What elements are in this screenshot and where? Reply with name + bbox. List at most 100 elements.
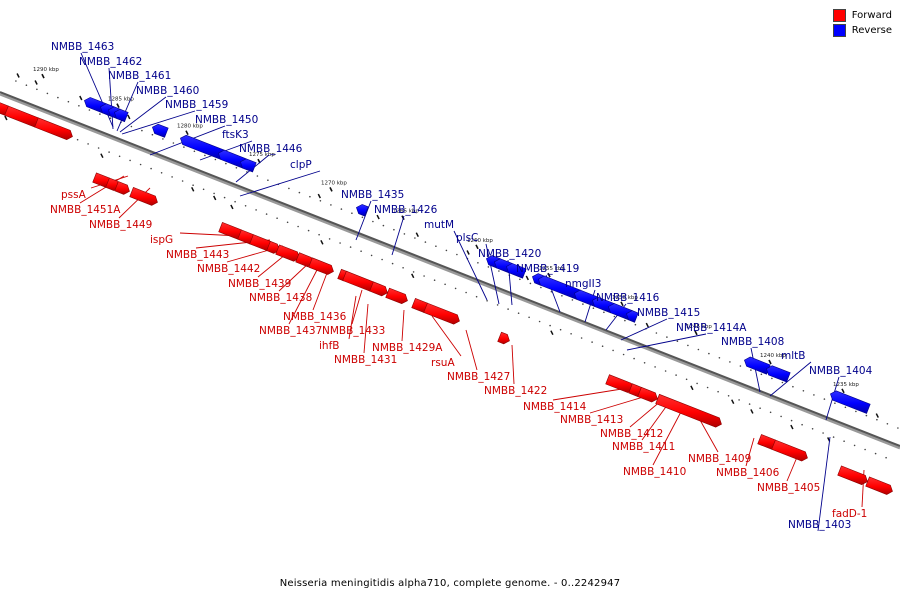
forward-swatch xyxy=(832,9,846,22)
track-dot xyxy=(202,188,205,191)
track-dot xyxy=(244,205,247,207)
gene-label-forward: NMBB_1410 xyxy=(623,466,686,478)
gene-label-forward: NMBB_1443 xyxy=(166,249,229,261)
track-dot xyxy=(213,192,215,195)
strand-mark xyxy=(790,424,794,430)
scale-tick-label: 1285 kbp xyxy=(108,97,134,103)
gene-label-reverse: NMBB_1462 xyxy=(79,56,142,68)
track-dot xyxy=(46,92,49,95)
leader-line xyxy=(288,267,319,325)
strand-mark xyxy=(100,153,104,159)
leader-line xyxy=(351,289,363,325)
gene-label-reverse: NMBB_1419 xyxy=(516,263,579,275)
track-dot xyxy=(171,176,173,178)
leader-line xyxy=(511,344,515,385)
track-dot xyxy=(76,138,79,141)
track-dot xyxy=(517,312,520,315)
track-dot xyxy=(349,246,352,248)
track-dot xyxy=(87,143,89,145)
track-dot xyxy=(822,432,824,434)
track-dot xyxy=(823,398,826,400)
track-dot xyxy=(603,311,605,314)
leader-line xyxy=(363,303,369,354)
track-dot xyxy=(88,109,91,111)
track-dot xyxy=(487,266,490,268)
scale-tick-label: 1280 kbp xyxy=(177,124,203,130)
gene-label-reverse: NMBB_1461 xyxy=(108,70,171,82)
gene-label-reverse: NMBB_1450 xyxy=(195,114,258,126)
track-dot xyxy=(834,402,836,405)
track-dot xyxy=(729,361,731,363)
leader-line xyxy=(108,67,114,130)
track-dot xyxy=(286,221,289,224)
gene-label-forward: NMBB_1436 xyxy=(283,311,347,323)
gene-label-forward: NMBB_1451A xyxy=(50,204,121,216)
track-dot xyxy=(276,217,278,219)
scale-tick-mark xyxy=(547,272,551,278)
track-dot xyxy=(718,357,721,359)
track-dot xyxy=(717,390,719,393)
track-dot xyxy=(591,341,593,343)
forward-gene-feature xyxy=(497,331,510,345)
track-dot xyxy=(886,423,889,425)
track-dot xyxy=(160,172,163,174)
leader-line xyxy=(485,243,500,305)
track-dot xyxy=(874,452,877,455)
track-dot xyxy=(361,216,364,219)
reverse-gene-feature xyxy=(830,390,871,414)
track-dot xyxy=(351,212,353,214)
track-dot xyxy=(634,323,637,326)
leader-line xyxy=(431,315,462,357)
track-dot xyxy=(328,238,331,240)
track-dot xyxy=(130,125,133,128)
gene-label-reverse: NMBB_1463 xyxy=(51,41,114,53)
strand-mark xyxy=(376,214,380,220)
track-dot xyxy=(654,366,656,368)
leader-line xyxy=(121,110,196,135)
track-dot xyxy=(445,249,448,252)
scale-tick-label: 1255 kbp xyxy=(539,266,565,272)
track-dot xyxy=(801,423,803,426)
track-dot xyxy=(582,303,584,305)
track-dot xyxy=(760,373,763,376)
track-dot xyxy=(444,283,446,286)
track-dot xyxy=(235,167,238,169)
track-dot xyxy=(759,407,761,410)
leader-line xyxy=(769,361,812,397)
strand-mark xyxy=(690,385,694,391)
gene-label-forward: pssA xyxy=(61,189,87,201)
track-dot xyxy=(456,253,458,256)
reverse-gene-feature xyxy=(180,134,225,160)
track-dot xyxy=(477,262,479,264)
leader-line xyxy=(589,394,651,414)
track-dot xyxy=(897,427,899,429)
track-dot xyxy=(382,224,385,227)
track-dot xyxy=(696,382,698,385)
scale-tick-label: 1240 kbp xyxy=(760,353,786,359)
leader-line xyxy=(355,200,372,241)
leader-line xyxy=(552,387,629,401)
leader-line xyxy=(629,399,663,428)
track-dot xyxy=(360,250,362,252)
gene-label-reverse: NMBB_1459 xyxy=(165,99,228,111)
track-dot xyxy=(118,155,121,158)
track-dot xyxy=(769,411,772,414)
gene-label-forward: NMBB_1406 xyxy=(716,467,780,479)
gene-features xyxy=(0,97,893,495)
gene-label-forward: NMBB_1422 xyxy=(484,385,547,397)
track-dot xyxy=(624,319,626,322)
track-dot xyxy=(391,262,394,265)
gene-label-forward: NMBB_1412 xyxy=(600,428,663,440)
track-dot xyxy=(498,270,500,272)
leader-line xyxy=(239,170,321,197)
scale-tick-mark xyxy=(329,187,333,192)
track-dot xyxy=(402,267,404,269)
track-dot xyxy=(697,348,700,351)
reverse-gene-feature xyxy=(744,356,771,375)
forward-gene-feature xyxy=(114,181,130,195)
track-dot xyxy=(309,195,311,198)
track-dot xyxy=(676,340,679,343)
track-dot xyxy=(267,179,269,181)
gene-label-forward: NMBB_1439 xyxy=(228,278,291,290)
